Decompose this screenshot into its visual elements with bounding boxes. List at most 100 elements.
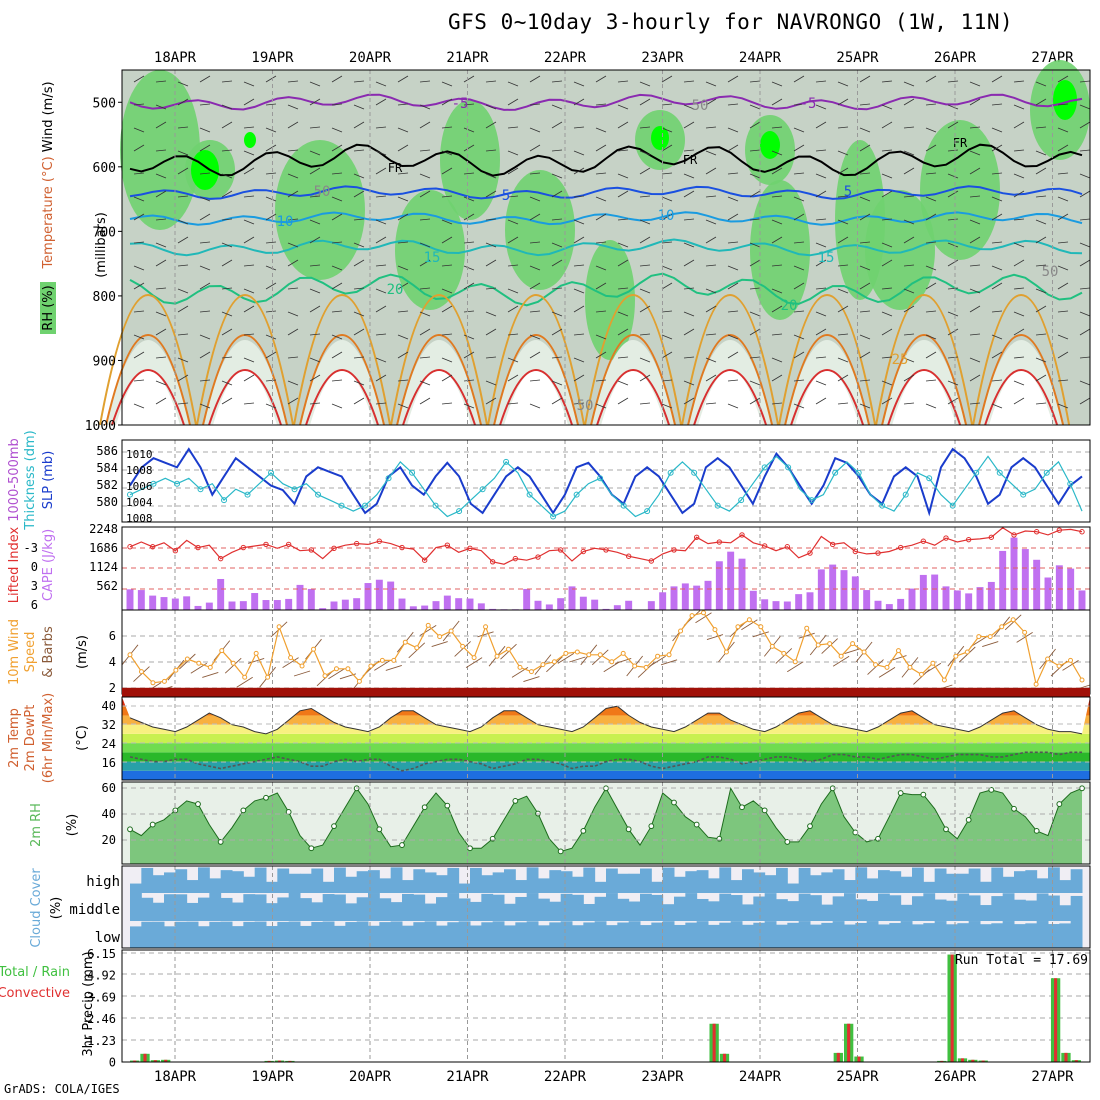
cloud-cover-bar [1002,893,1015,921]
upper-wind-barb [133,196,145,202]
upper-wind-barb [727,172,739,175]
thickness-point [597,475,604,482]
date-label-bottom: 23APR [641,1069,684,1085]
cloud-cover-bar [152,875,165,893]
upper-wind-barb [1057,144,1069,152]
cape-bar [375,579,383,610]
upper-wind-barb [727,127,739,133]
temp-ytick: 16 [102,756,116,770]
wind-unit-part-0: (m/s) [75,635,90,669]
surface-wind-barb [982,641,999,648]
upper-wind-barb [859,75,871,83]
upper-wind-barb [815,380,827,386]
rh-very-dry-area [504,370,569,425]
upper-wind-barb [683,259,695,267]
upper-wind-barb [1079,380,1091,386]
rh2m-point [217,839,224,845]
cloud-cover-bar [232,926,244,948]
rh2m-point [580,827,587,834]
wind-ylabel-b: Speed [23,632,38,673]
thickness-point [526,491,533,498]
wind-speed-point [735,624,741,630]
upper-wind-barb [991,265,1003,271]
temp-color-band [122,687,1090,697]
wind-speed-point [173,667,179,673]
upper-wind-barb [441,219,453,225]
upper-wind-barb [705,195,717,198]
upper-wind-barb [749,173,761,179]
cape-bar [829,564,837,610]
upper-wind-barb [749,190,761,198]
surface-wind-barb [236,676,253,688]
upper-wind-barb [331,379,343,382]
cloud-cover-bar [526,867,539,893]
upper-wind-barb [441,374,453,382]
wind-speed-point [265,674,271,680]
wind-speed-point [976,634,982,640]
upper-wind-barb [617,328,629,336]
date-label-bottom: 25APR [836,1069,879,1085]
upper-wind-barb [925,241,937,244]
upper-wind-barb [199,379,211,382]
upper-wind-barb [507,236,519,244]
upper-wind-barb [243,81,255,87]
cape-bar [897,598,905,610]
upper-wind-barb [353,173,365,179]
upper-wind-barb [1057,172,1069,175]
temp-unit: (°C) [75,725,90,751]
upper-wind-barb [771,333,783,336]
rh-humid-area [120,70,200,230]
warm-isotherm-arch [984,369,1059,426]
precip-convective-bar [1064,1052,1068,1062]
upper-wind-barb [1079,104,1091,110]
cloud-cover-bar [1014,924,1026,948]
upper-wind-barb [837,195,849,198]
contour-label: -5 [800,96,817,112]
upper-ylabel: (millibars) [94,212,109,278]
upper-wind-barb [617,173,629,179]
upper-wind-barb [177,264,189,267]
upper-wind-barb [1057,196,1069,202]
cloud-cover-bar [810,875,822,893]
cloud-cover-bar [878,893,890,921]
credit-label: GrADS: COLA/IGES [4,1082,120,1096]
upper-wind-barb [485,259,497,267]
upper-wind-barb [243,167,255,175]
wind-speed-point [850,641,856,647]
contour-label: 15 [818,250,835,266]
upper-wind-barb [265,127,277,133]
upper-ytick: 500 [93,96,116,111]
cape-bar [364,583,372,610]
upper-wind-barb [639,150,651,156]
upper-wind-barb [353,287,365,290]
freezing-level-label: FR [683,153,698,167]
upper-wind-barb [661,196,673,202]
cloud-cover-bar [798,921,811,948]
contour-label: 10 [658,208,675,224]
cape-bar [443,595,451,610]
lifted-index-point [535,554,541,560]
upper-wind-barb [287,287,299,290]
cloud-cover-bar [141,921,154,948]
cloud-cover-bar [198,897,210,921]
upper-wind-barb [243,264,255,267]
thickness-point [244,491,251,498]
upper-wind-barb [639,81,651,87]
upper-wind-barb [661,127,673,133]
upper-wind-barb [991,403,1003,409]
warm-isotherm-arch [299,334,385,426]
cloud-cover-bar [1070,921,1083,948]
upper-wind-barb [573,402,585,405]
upper-wind-barb [573,305,585,313]
cloud-cover-bar [1070,869,1083,893]
cape-bar [919,574,927,610]
cloud-cover-bar [594,881,607,893]
wind-speed-point [838,653,844,659]
cape-ylabel-part-0: CAPE (J/kg) [41,529,56,601]
wind-ylabel-c: & Barbs [41,626,56,678]
cloud-cover-bar [685,893,698,921]
cape-bar [761,599,769,610]
wind-speed-point [196,660,202,666]
upper-wind-barb [1035,219,1047,225]
cape-bar [783,601,791,610]
